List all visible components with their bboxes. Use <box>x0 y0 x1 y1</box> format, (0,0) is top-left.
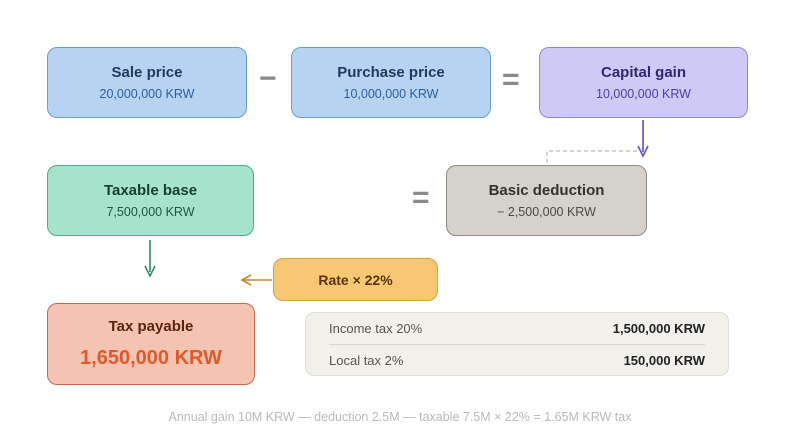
breakdown-row: Income tax 20% 1,500,000 KRW <box>329 313 705 344</box>
footer-summary: Annual gain 10M KRW — deduction 2.5M — t… <box>168 410 632 424</box>
tax-payable-box: Tax payable 1,650,000 KRW <box>47 303 255 385</box>
breakdown-label: Local tax 2% <box>329 353 404 368</box>
capital-gain-title: Capital gain <box>600 64 686 81</box>
rate-left-arrowhead <box>240 274 252 286</box>
sale-price-title: Sale price <box>111 64 183 81</box>
taxable-base-value: 7,500,000 KRW <box>106 205 195 219</box>
minus-operator: − <box>259 62 277 95</box>
dashed-connector <box>546 150 637 163</box>
basic-deduction-box: Basic deduction − 2,500,000 KRW <box>446 165 647 236</box>
breakdown-row: Local tax 2% 150,000 KRW <box>329 344 705 376</box>
rate-box: Rate × 22% <box>273 258 438 301</box>
gain-down-arrowhead <box>637 145 649 158</box>
tax-breakdown-panel: Income tax 20% 1,500,000 KRW Local tax 2… <box>305 312 729 376</box>
breakdown-label: Income tax 20% <box>329 321 423 336</box>
basic-deduction-value: − 2,500,000 KRW <box>497 205 596 219</box>
purchase-price-value: 10,000,000 KRW <box>343 87 439 101</box>
equals-operator-2: = <box>412 181 430 214</box>
sale-price-box: Sale price 20,000,000 KRW <box>47 47 247 118</box>
capital-gain-value: 10,000,000 KRW <box>596 87 691 101</box>
tax-payable-value: 1,650,000 KRW <box>80 347 222 369</box>
rate-title: Rate × 22% <box>318 271 393 288</box>
breakdown-value: 150,000 KRW <box>623 353 705 368</box>
purchase-price-box: Purchase price 10,000,000 KRW <box>291 47 491 118</box>
taxable-base-box: Taxable base 7,500,000 KRW <box>47 165 254 236</box>
tax-payable-title: Tax payable <box>108 318 194 335</box>
equals-operator: = <box>502 63 520 96</box>
breakdown-value: 1,500,000 KRW <box>612 321 705 336</box>
basic-deduction-title: Basic deduction <box>488 182 605 199</box>
capital-gain-box: Capital gain 10,000,000 KRW <box>539 47 748 118</box>
taxable-down-arrowhead <box>144 265 156 278</box>
taxable-base-title: Taxable base <box>103 182 198 199</box>
sale-price-value: 20,000,000 KRW <box>99 87 195 101</box>
purchase-price-title: Purchase price <box>337 64 445 81</box>
